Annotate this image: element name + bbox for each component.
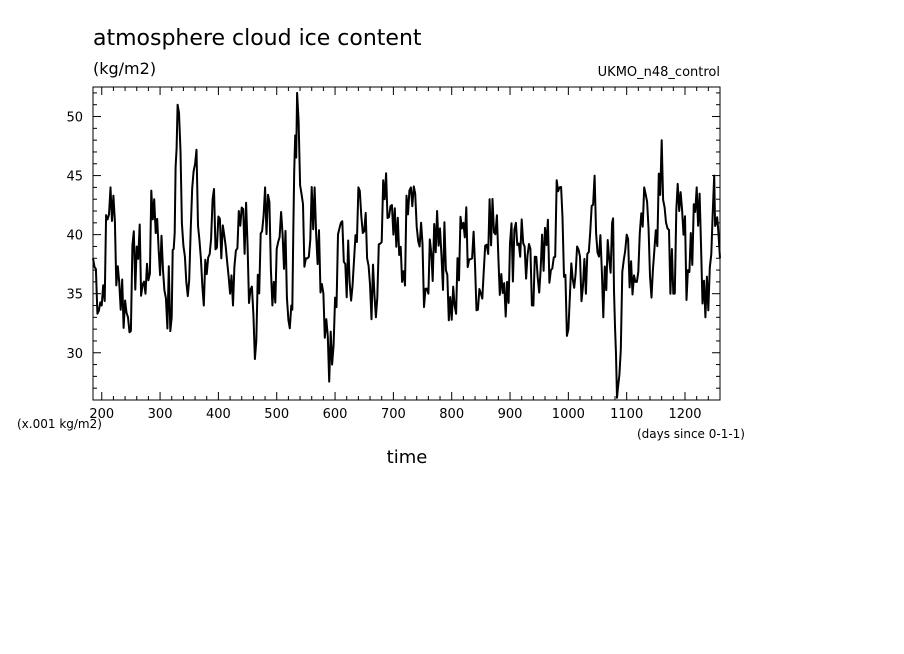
x-tick-label: 200 — [89, 407, 114, 422]
x-tick-label: 500 — [264, 407, 289, 422]
source-label: UKMO_n48_control — [598, 65, 720, 80]
y-tick-label: 45 — [66, 170, 83, 185]
y-tick-label: 30 — [66, 347, 83, 362]
axis-ticks — [93, 87, 721, 401]
chart-title: atmosphere cloud ice content — [93, 26, 422, 51]
y-scale-note: (x.001 kg/m2) — [17, 417, 102, 431]
x-tick-label: 400 — [206, 407, 231, 422]
axis-tick-labels: 200 300 400 500 600 700 800 900 1000 1100 1200 30 35… — [66, 111, 701, 422]
x-tick-label: 800 — [439, 407, 464, 422]
x-tick-label: 900 — [498, 407, 523, 422]
y-tick-label: 40 — [66, 229, 83, 244]
x-tick-label: 600 — [323, 407, 348, 422]
x-tick-label: 700 — [381, 407, 406, 422]
y-tick-label: 50 — [66, 111, 83, 126]
x-tick-label: 300 — [148, 407, 173, 422]
y-tick-label: 35 — [66, 288, 83, 303]
x-tick-label: 1000 — [552, 407, 585, 422]
units-label: (kg/m2) — [93, 59, 156, 78]
x-tick-label: 1200 — [668, 407, 701, 422]
series-line — [92, 91, 721, 399]
x-tick-label: 1100 — [610, 407, 643, 422]
x-units-note: (days since 0-1-1) — [637, 427, 745, 441]
x-axis-label: time — [387, 447, 428, 468]
